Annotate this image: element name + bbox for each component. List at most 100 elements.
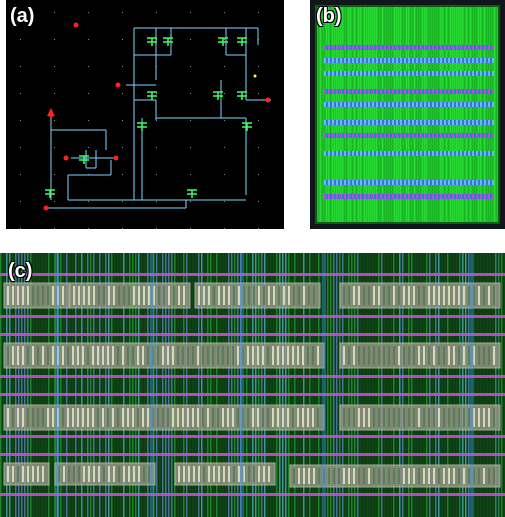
cell-finger	[233, 286, 235, 305]
cell-finger	[252, 346, 254, 365]
metal-track	[318, 7, 319, 222]
cell-stripe	[448, 102, 450, 107]
cell-finger	[123, 286, 125, 305]
cell-stripe	[476, 71, 478, 76]
routing-track	[402, 253, 404, 517]
metal-track	[320, 7, 321, 222]
cell-stripe	[328, 180, 330, 185]
cell-stripe	[368, 102, 370, 107]
cell-stripe	[368, 120, 370, 125]
cell-finger	[143, 466, 145, 482]
cell-stripe	[380, 102, 382, 107]
cell-stripe	[436, 58, 438, 63]
routing-track	[192, 253, 194, 517]
grid-dot	[88, 66, 89, 67]
cell-finger	[217, 408, 219, 427]
cell-finger	[408, 286, 410, 305]
cell-stripe	[384, 45, 386, 50]
routing-track	[339, 253, 341, 517]
cell-stripe	[384, 151, 386, 156]
cell-stripe	[468, 133, 470, 138]
cell-stripe	[468, 45, 470, 50]
routing-track	[114, 253, 116, 517]
cell-stripe	[348, 133, 350, 138]
cell-finger	[57, 346, 59, 365]
cell-stripe	[372, 151, 374, 156]
metal-track	[392, 7, 393, 222]
routing-track	[60, 253, 62, 517]
metal-track	[442, 7, 443, 222]
cell-stripe	[456, 151, 458, 156]
routing-track	[237, 253, 239, 517]
cell-finger	[443, 346, 445, 365]
grid-dot	[54, 201, 55, 202]
via-strap	[55, 253, 59, 517]
cell-finger	[443, 286, 445, 305]
cell-finger	[373, 468, 375, 484]
cell-stripe	[432, 194, 434, 199]
cell-stripe	[332, 89, 334, 94]
cell-finger	[87, 408, 89, 427]
cell-stripe	[376, 133, 378, 138]
metal-track	[384, 7, 385, 222]
cell-stripe	[388, 58, 390, 63]
cell-finger	[47, 346, 49, 365]
cell-stripe	[404, 180, 406, 185]
cell-stripe	[452, 45, 454, 50]
cell-stripe	[468, 180, 470, 185]
cell-finger	[172, 346, 174, 365]
cell-stripe	[456, 58, 458, 63]
cell-stripe	[396, 45, 398, 50]
cell-stripe	[440, 194, 442, 199]
cell-finger	[118, 286, 120, 305]
metal-track	[454, 7, 455, 222]
metal-track	[328, 7, 329, 222]
cell-stripe	[484, 102, 486, 107]
metal-track	[476, 7, 477, 222]
cell-stripe	[452, 133, 454, 138]
metal-track	[472, 7, 473, 222]
metal-track	[490, 7, 491, 222]
metal-track	[432, 7, 433, 222]
cell-finger	[227, 346, 229, 365]
cell-finger	[403, 346, 405, 365]
cell-stripe	[392, 180, 394, 185]
routing-track	[99, 253, 101, 517]
cell-stripe	[452, 102, 454, 107]
transistor-symbol	[213, 91, 223, 100]
cell-stripe	[472, 102, 474, 107]
cell-finger	[353, 346, 355, 365]
cell-finger	[267, 346, 269, 365]
routing-track	[453, 253, 455, 517]
cell-stripe	[392, 120, 394, 125]
grid-dot	[122, 120, 123, 121]
cell-finger	[463, 468, 465, 484]
cell-finger	[458, 468, 460, 484]
cell-stripe	[340, 71, 342, 76]
cell-finger	[383, 408, 385, 427]
cell-stripe	[328, 151, 330, 156]
cell-stripe	[416, 133, 418, 138]
metal-track	[438, 7, 439, 222]
cell-finger	[27, 408, 29, 427]
cell-stripe	[456, 120, 458, 125]
cell-finger	[128, 466, 130, 482]
routing-track	[426, 253, 428, 517]
cell-finger	[358, 408, 360, 427]
metal-track	[424, 7, 425, 222]
cell-stripe	[324, 120, 326, 125]
cell-stripe	[340, 58, 342, 63]
cell-finger	[398, 468, 400, 484]
cell-finger	[378, 468, 380, 484]
metal-track	[370, 7, 371, 222]
cell-finger	[138, 286, 140, 305]
cell-stripe	[468, 71, 470, 76]
metal-track	[448, 7, 449, 222]
cell-finger	[182, 408, 184, 427]
cell-stripe	[352, 89, 354, 94]
cell-finger	[113, 286, 115, 305]
cell-finger	[303, 286, 305, 305]
routing-track	[294, 253, 296, 517]
cell-stripe	[424, 71, 426, 76]
cell-finger	[317, 346, 319, 365]
